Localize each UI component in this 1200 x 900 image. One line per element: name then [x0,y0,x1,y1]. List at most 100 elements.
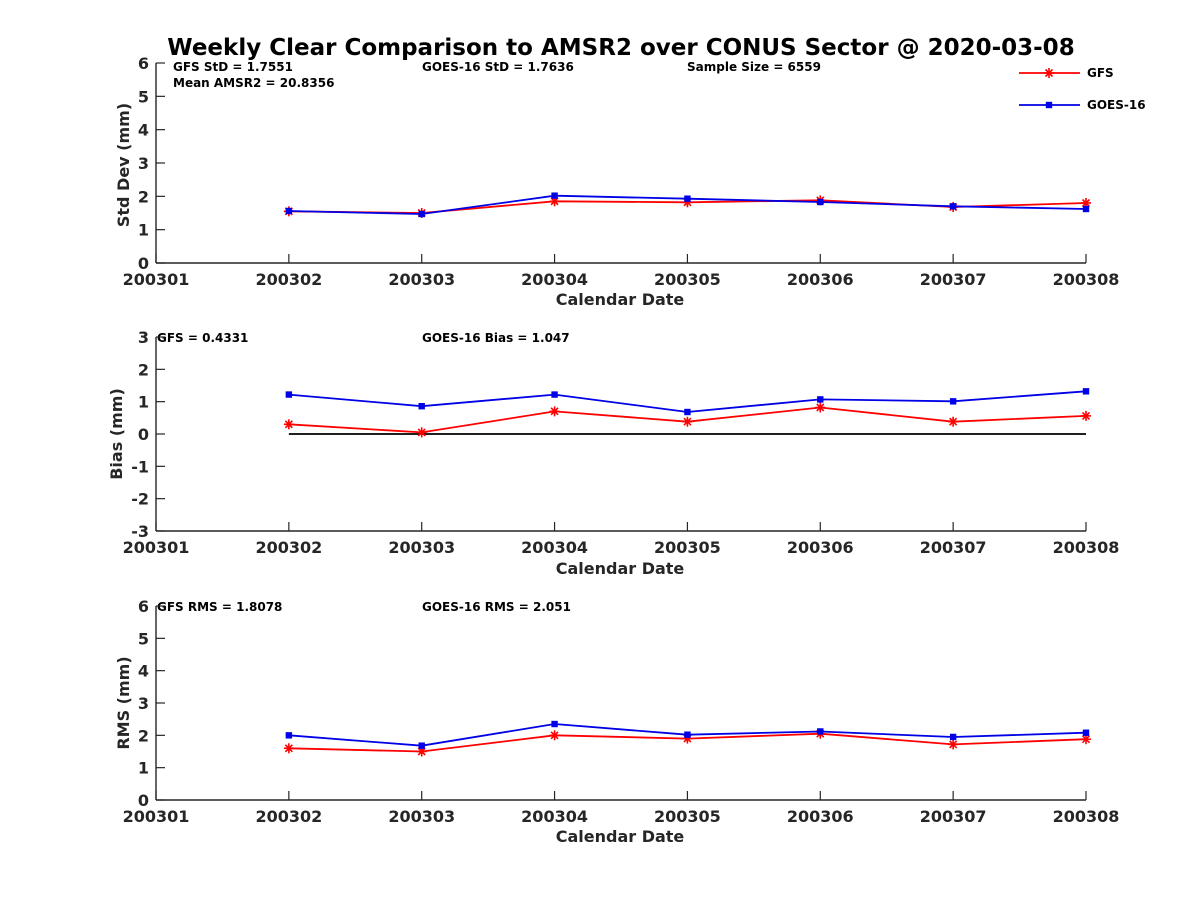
legend-marker-gfs [1044,68,1054,78]
x-tick-label: 200301 [123,538,190,557]
data-point-goes16 [817,728,824,735]
x-tick-label: 200307 [920,538,987,557]
data-point-goes16 [418,210,425,218]
sample-size-annotation: Sample Size = 6559 [687,60,821,74]
data-point-goes16 [1082,729,1090,736]
data-point-gfs [1081,410,1091,421]
x-tick-label: 200306 [787,270,854,289]
rms-y-axis-label: RMS (mm) [114,656,133,749]
legend-marker-symbol [1045,101,1053,109]
y-tick-label: 0 [138,791,149,810]
x-tick-label: 200303 [388,270,455,289]
data-point-gfs [416,746,427,757]
data-point-gfs [948,416,959,427]
y-tick-label: 3 [138,154,149,173]
data-point-gfs [948,739,959,750]
legend-marker-symbol [1044,68,1054,78]
data-point-goes16 [817,396,824,403]
y-tick-label: 2 [138,726,149,745]
data-point-gfs [549,406,560,417]
x-tick-label: 200306 [787,807,854,826]
x-tick-label: 200305 [654,538,721,557]
x-tick-label: 200304 [521,807,588,826]
std-dev-panel: GFS StD = 1.7551 Mean AMSR2 = 20.8356 GO… [114,54,1119,309]
x-tick-label: 200308 [1053,538,1120,557]
data-point-gfs [549,730,560,741]
x-tick-label: 200307 [920,270,987,289]
data-point-gfs [283,419,294,430]
data-point-goes16 [551,720,558,728]
x-tick-label: 200308 [1053,807,1120,826]
y-tick-label: -1 [131,457,149,476]
data-point-goes16 [285,391,293,398]
y-tick-label: 4 [138,121,149,140]
data-point-goes16 [684,195,691,202]
y-tick-label: 3 [138,694,149,713]
y-tick-label: -2 [131,490,149,509]
std-x-axis-label: Calendar Date [556,290,685,309]
data-point-goes16 [817,198,824,206]
x-tick-label: 200303 [388,538,455,557]
x-tick-label: 200305 [654,270,721,289]
y-tick-label: 3 [138,328,149,347]
y-tick-label: 1 [138,393,149,412]
chart-title: Weekly Clear Comparison to AMSR2 over CO… [167,35,1074,61]
data-point-goes16 [1082,205,1090,213]
y-tick-label: 6 [138,597,149,616]
gfs-rms-annotation: GFS RMS = 1.8078 [157,600,282,614]
goes16-bias-annotation: GOES-16 Bias = 1.047 [422,331,570,345]
legend-marker-goes16 [1045,101,1053,109]
x-tick-label: 200301 [123,807,190,826]
bias-x-axis-label: Calendar Date [556,559,685,578]
x-tick-label: 200302 [255,270,322,289]
data-point-goes16 [285,207,293,215]
x-tick-label: 200301 [123,270,190,289]
data-point-goes16 [1082,388,1090,395]
gfs-std-annotation: GFS StD = 1.7551 [173,60,293,74]
y-tick-label: 5 [138,87,149,106]
data-point-gfs [815,402,826,413]
y-tick-label: 0 [138,425,149,444]
data-point-goes16 [418,742,425,749]
data-point-goes16 [551,192,558,199]
data-point-gfs [682,416,693,427]
y-tick-label: 0 [138,254,149,273]
y-tick-label: 6 [138,54,149,73]
x-tick-label: 200302 [255,538,322,557]
goes16-rms-annotation: GOES-16 RMS = 2.051 [422,600,571,614]
gfs-bias-annotation: GFS = 0.4331 [157,331,248,345]
x-tick-label: 200304 [521,538,588,557]
mean-amsr2-annotation: Mean AMSR2 = 20.8356 [173,76,334,90]
x-tick-label: 200307 [920,807,987,826]
data-point-goes16 [551,391,558,398]
y-tick-label: 4 [138,662,149,681]
rms-panel: GFS RMS = 1.8078 GOES-16 RMS = 2.051 Cal… [114,597,1119,846]
data-point-gfs [416,427,427,438]
legend-label-gfs: GFS [1087,66,1114,80]
x-tick-label: 200305 [654,807,721,826]
data-point-goes16 [684,731,691,738]
bias-panel: GFS = 0.4331 GOES-16 Bias = 1.047 Calend… [107,328,1119,578]
x-tick-label: 200302 [255,807,322,826]
x-tick-label: 200303 [388,807,455,826]
rms-x-axis-label: Calendar Date [556,827,685,846]
data-point-goes16 [949,733,957,741]
data-point-gfs [283,743,294,754]
x-tick-label: 200306 [787,538,854,557]
y-tick-label: 1 [138,221,149,240]
x-tick-label: 200308 [1053,270,1120,289]
goes16-std-annotation: GOES-16 StD = 1.7636 [422,60,574,74]
data-point-goes16 [949,398,957,405]
data-point-goes16 [684,408,691,416]
legend-label-goes16: GOES-16 [1087,98,1146,112]
data-point-goes16 [949,203,957,210]
y-tick-label: 2 [138,360,149,379]
y-tick-label: 5 [138,629,149,648]
y-tick-label: 2 [138,187,149,206]
x-tick-label: 200304 [521,270,588,289]
y-tick-label: 1 [138,759,149,778]
std-y-axis-label: Std Dev (mm) [114,103,133,227]
bias-y-axis-label: Bias (mm) [107,388,126,480]
y-tick-label: -3 [131,522,149,541]
